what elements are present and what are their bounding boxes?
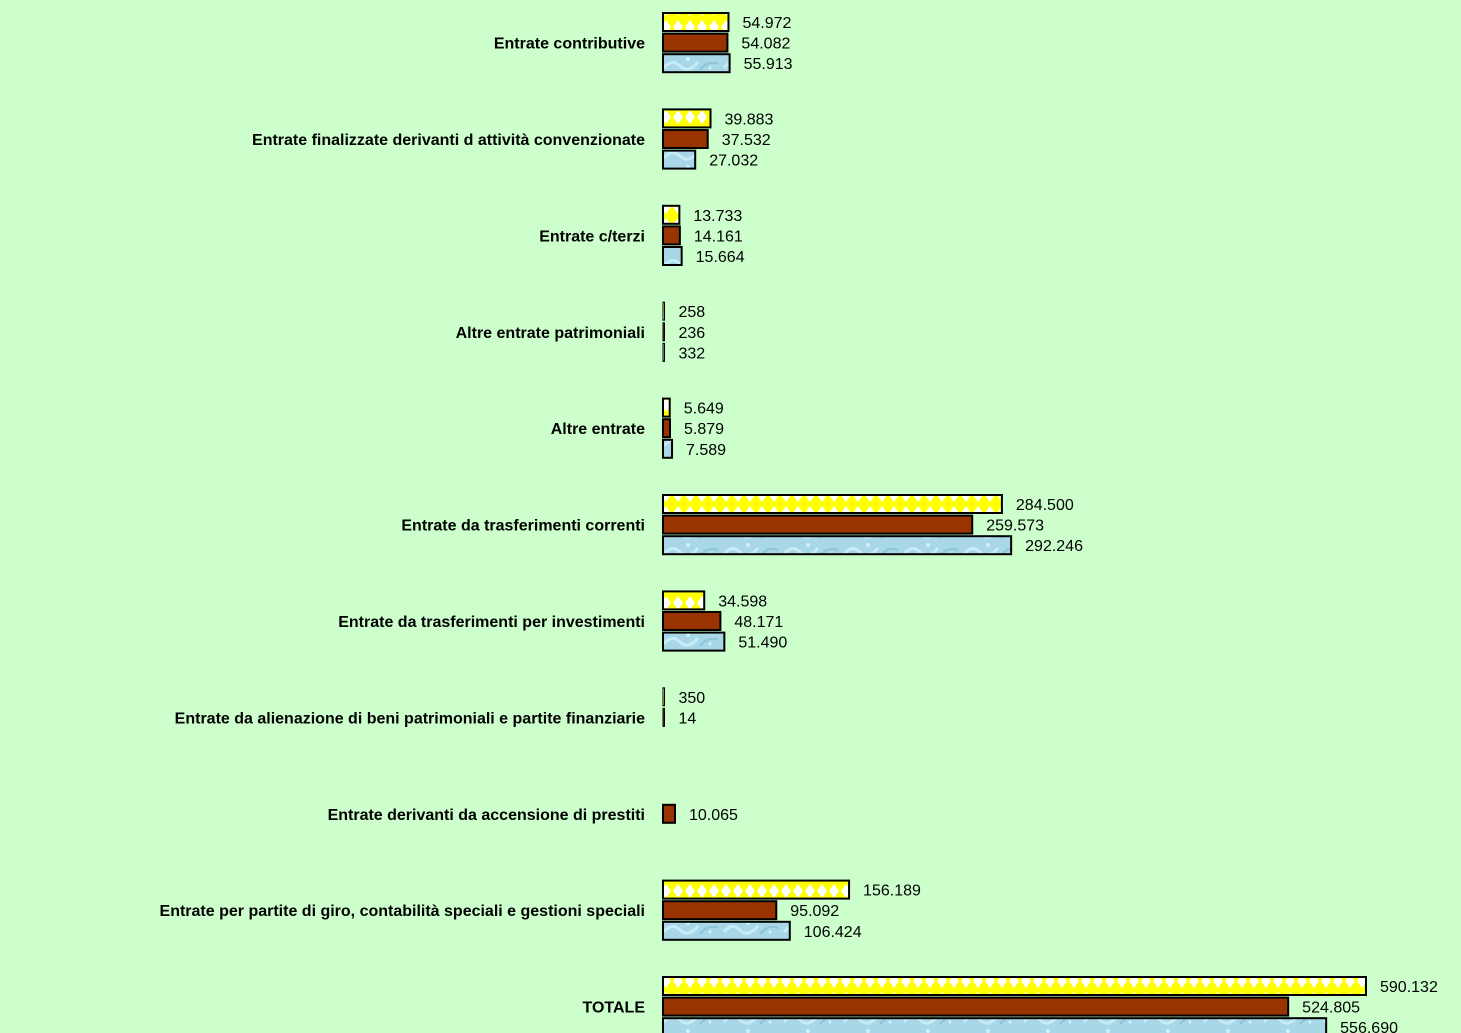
value-label: 284.500 <box>1016 497 1074 514</box>
value-label: 350 <box>679 690 706 707</box>
value-label: 332 <box>679 345 706 362</box>
bar-series-0 <box>662 397 671 418</box>
bar-series-0 <box>662 590 706 611</box>
value-label: 15.664 <box>696 249 745 266</box>
bar-series-2 <box>662 53 731 74</box>
bar-series-2 <box>662 342 665 362</box>
bar-series-1 <box>662 418 672 439</box>
bar-series-2 <box>662 535 1013 556</box>
value-label: 54.082 <box>741 36 790 53</box>
bar-series-1 <box>662 32 729 53</box>
value-label: 258 <box>679 304 706 321</box>
category-label: Entrate derivanti da accensione di prest… <box>328 807 645 824</box>
value-label: 54.972 <box>742 15 791 32</box>
value-label: 55.913 <box>744 56 793 73</box>
category-label: Altre entrate patrimoniali <box>456 325 645 342</box>
bar-series-2 <box>662 631 726 652</box>
bar-series-1 <box>662 129 709 149</box>
bar-series-2 <box>662 920 791 941</box>
value-label: 34.598 <box>718 593 767 610</box>
category-label: Entrate da trasferimenti per investiment… <box>338 614 645 631</box>
bar-series-0 <box>662 108 712 129</box>
value-label: 5.649 <box>684 401 724 418</box>
value-label: 14 <box>679 710 697 727</box>
value-label: 292.246 <box>1025 538 1083 555</box>
bar-series-0 <box>662 301 665 321</box>
bar-series-1 <box>662 803 676 824</box>
category-label: TOTALE <box>582 1000 645 1017</box>
bar-series-1 <box>662 611 722 631</box>
category-label: Altre entrate <box>551 421 645 438</box>
value-label: 5.879 <box>684 421 724 438</box>
bar-series-2 <box>662 438 674 459</box>
bar-series-1 <box>662 322 665 342</box>
value-label: 106.424 <box>804 924 862 941</box>
bar-series-0 <box>662 879 851 900</box>
value-label: 27.032 <box>709 153 758 170</box>
category-label: Entrate c/terzi <box>539 228 645 245</box>
bar-series-1 <box>662 514 974 535</box>
value-label: 590.132 <box>1380 979 1438 996</box>
value-label: 10.065 <box>689 807 738 824</box>
value-label: 556.690 <box>1340 1020 1398 1033</box>
bar-series-0 <box>662 687 665 707</box>
bar-series-2 <box>662 149 697 170</box>
category-label: Entrate contributive <box>494 36 645 53</box>
bar-series-1 <box>662 900 778 921</box>
value-label: 236 <box>679 325 706 342</box>
bar-series-0 <box>662 976 1367 996</box>
value-label: 14.161 <box>694 228 743 245</box>
category-label: Entrate da alienazione di beni patrimoni… <box>175 710 645 727</box>
value-label: 95.092 <box>790 903 839 920</box>
value-label: 524.805 <box>1302 1000 1360 1017</box>
bar-series-0 <box>662 494 1003 514</box>
bar-series-0 <box>662 204 681 225</box>
value-label: 48.171 <box>734 614 783 631</box>
bar-series-1 <box>662 707 665 727</box>
value-label: 7.589 <box>686 442 726 459</box>
value-label: 37.532 <box>722 132 771 149</box>
bar-series-1 <box>662 996 1290 1017</box>
bar-series-0 <box>662 12 730 32</box>
value-label: 39.883 <box>725 111 774 128</box>
value-label: 156.189 <box>863 883 921 900</box>
value-label: 51.490 <box>738 635 787 652</box>
category-label: Entrate per partite di giro, contabilità… <box>160 903 645 920</box>
bar-series-1 <box>662 225 681 246</box>
value-label: 13.733 <box>693 208 742 225</box>
category-label: Entrate finalizzate derivanti d attività… <box>252 132 645 149</box>
category-label: Entrate da trasferimenti correnti <box>401 518 645 535</box>
value-label: 259.573 <box>986 518 1044 535</box>
bar-series-2 <box>662 1017 1328 1033</box>
bar-series-2 <box>662 246 683 266</box>
